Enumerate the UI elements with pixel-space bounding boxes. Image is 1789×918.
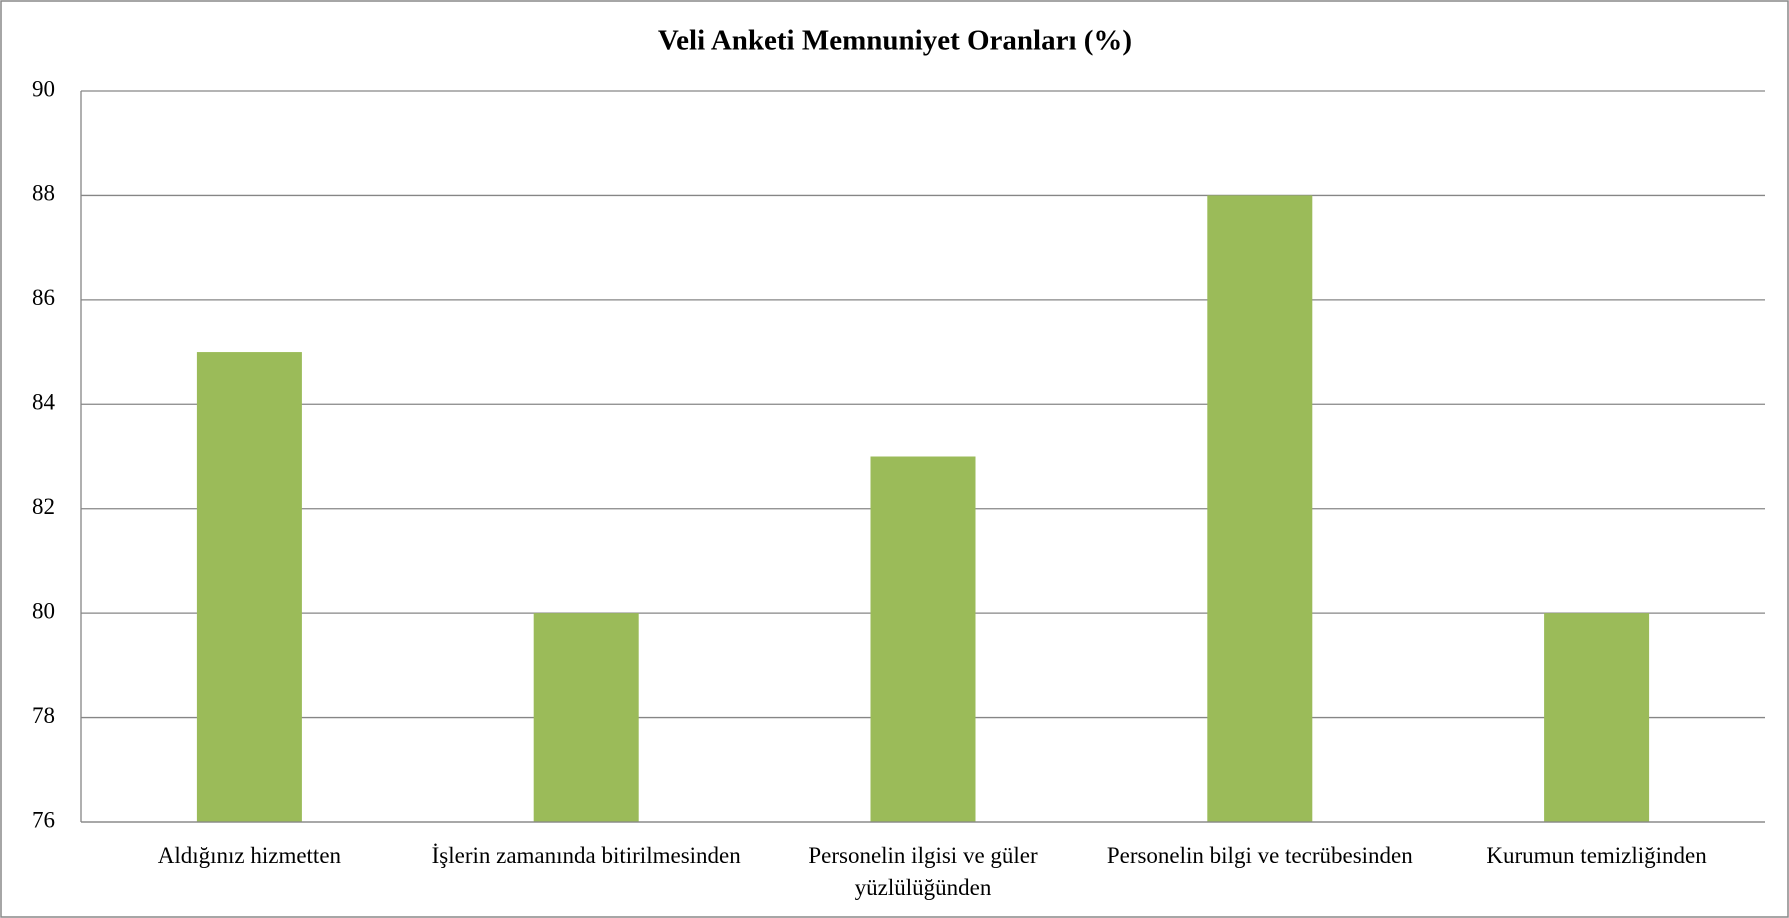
y-tick-label: 82 — [32, 494, 55, 519]
y-tick-label: 90 — [32, 76, 55, 101]
y-tick-label: 80 — [32, 598, 55, 623]
bar — [1544, 613, 1650, 822]
chart-title: Veli Anketi Memnuniyet Oranları (%) — [658, 25, 1132, 57]
y-tick-label: 76 — [32, 807, 55, 832]
y-tick-label: 86 — [32, 285, 55, 310]
x-tick-label: Kurumun temizliğinden — [1486, 843, 1707, 868]
y-tick-label: 84 — [32, 390, 56, 415]
x-tick-label: Personelin ilgisi ve güler yüzlülüğünden — [808, 843, 1038, 900]
bar — [870, 456, 976, 822]
x-tick-label: İşlerin zamanında bitirilmesinden — [431, 843, 741, 868]
bar — [196, 352, 302, 822]
bar — [1207, 195, 1313, 822]
y-tick-label: 78 — [32, 703, 55, 728]
bar — [533, 613, 639, 822]
y-tick-label: 88 — [32, 181, 55, 206]
x-tick-label: Aldığınız hizmetten — [157, 843, 342, 868]
x-tick-label: Personelin bilgi ve tecrübesinden — [1106, 843, 1413, 868]
